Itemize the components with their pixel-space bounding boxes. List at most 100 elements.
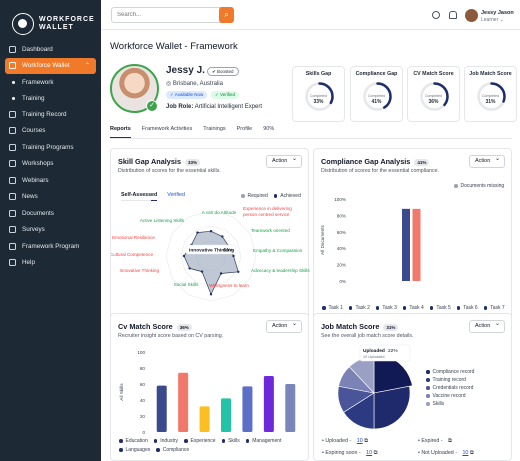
stat-expiring-value[interactable]: 10 — [366, 450, 373, 456]
sidebar-item[interactable]: Courses — [0, 123, 101, 140]
legend-dot — [245, 439, 250, 443]
tab-item[interactable]: Profile — [236, 126, 253, 132]
sidebar-item[interactable]: Webinars — [0, 172, 101, 189]
bell-icon[interactable] — [449, 11, 457, 19]
radar-label: Experience in delivering — [243, 206, 292, 211]
radar-grid — [165, 210, 257, 302]
app-logo[interactable]: WORKFORCE WALLET — [0, 0, 101, 38]
legend-dot — [156, 448, 160, 452]
sidebar-subitem[interactable]: Training — [0, 90, 101, 106]
cv-bar — [263, 376, 274, 432]
sidebar-subitem[interactable]: Framework — [0, 74, 101, 90]
legend-dot — [375, 306, 380, 310]
legend-dot — [221, 439, 226, 443]
pie-tooltip-bg — [359, 344, 411, 362]
task-label: Task 3 — [382, 305, 397, 311]
job-legend-label: Skills — [432, 401, 445, 407]
sidebar-item[interactable]: Training Record — [0, 106, 101, 123]
copy-icon[interactable]: ⧉ — [448, 438, 452, 444]
y-tick-label: 100% — [334, 197, 346, 202]
profile-location: ◎ Brisbane, Australia — [166, 81, 223, 87]
sidebar-item[interactable]: Help — [0, 255, 101, 272]
task-legend-item: Task 1 — [322, 305, 343, 311]
skill-gap-action-button[interactable]: Action — [266, 154, 302, 168]
search-input[interactable] — [111, 7, 233, 23]
compliance-action-button[interactable]: Action — [469, 154, 505, 168]
legend-dot — [119, 448, 123, 452]
job-legend-label: Vaccine record — [432, 393, 466, 399]
y-tick-label: 20 — [140, 414, 146, 419]
radar-label: Teamwork oriented — [251, 228, 290, 233]
copy-icon[interactable]: ⧉ — [373, 450, 378, 456]
logo-line1: WORKFORCE — [39, 16, 95, 23]
mini-tab-divider — [121, 200, 151, 201]
sidebar-item[interactable]: Surveys — [0, 222, 101, 239]
job-legend-item: Skills — [426, 401, 506, 407]
tab-item[interactable]: Reports — [110, 126, 131, 138]
sidebar-item[interactable]: News — [0, 189, 101, 206]
user-role[interactable]: Learner ⌄ — [481, 17, 504, 23]
job-match-card: Job Match Score 31% See the overall job m… — [313, 313, 512, 461]
sidebar-item[interactable]: Dashboard — [0, 41, 101, 58]
job-match-desc: See the overall job match score details. — [321, 333, 414, 339]
settings-icon[interactable] — [432, 11, 440, 19]
radar-point — [200, 270, 204, 273]
sidebar-item[interactable]: Workshops — [0, 156, 101, 173]
radar-point — [237, 270, 240, 273]
copy-icon[interactable]: ⧉ — [469, 450, 474, 456]
score-card: Job Match Score Completed 31% — [464, 66, 517, 122]
sidebar-item[interactable]: Documents — [0, 205, 101, 222]
y-tick-label: 0% — [339, 279, 346, 284]
cv-match-title: Cv Match Score 36% — [118, 322, 192, 331]
radar-label: person centred service — [243, 212, 290, 217]
score-ring-fill — [305, 82, 334, 111]
skill-gap-legend: Required Achieved — [241, 193, 301, 199]
main-content: Workforce Wallet - Framework ✓ Jessy J. … — [101, 30, 520, 461]
search-button[interactable]: ⌕ — [219, 7, 234, 23]
available-badge: ✓ Available Now — [166, 91, 208, 99]
skill-gap-desc: Distribution of scores for the essential… — [118, 168, 221, 174]
sidebar-item[interactable]: Framework Program — [0, 238, 101, 255]
legend-dot — [426, 386, 430, 390]
stat-not-uploaded-value[interactable]: 10 — [462, 450, 469, 456]
skill-gap-pct: 33% — [185, 158, 201, 166]
score-card-label: Skills Gap — [305, 71, 332, 77]
job-match-legend: Compliance record Training record Credenti… — [426, 369, 506, 407]
skill-radar-chart: A can do Attitude Experience in deliverin… — [111, 206, 310, 302]
grid-icon — [9, 45, 16, 53]
score-card: Skills Gap Completed 33% — [292, 66, 345, 122]
location-pin-icon: ◎ — [166, 81, 172, 87]
pie-slice — [373, 385, 411, 430]
score-ring-fill — [477, 82, 506, 111]
cv-legend-label: Management — [252, 438, 282, 444]
stat-expiring: • Expiring soon - 10 ⧉ — [322, 450, 378, 456]
radar-label: Willingness to learn — [209, 283, 249, 288]
sidebar-item[interactable]: Workforce Wallet ⌃ — [5, 57, 96, 74]
task-legend-item: Task 5 — [429, 305, 451, 311]
job-legend-item: Credentials record — [426, 385, 506, 391]
copy-icon[interactable]: ⧉ — [364, 438, 368, 444]
cv-legend-item: Experience — [184, 438, 216, 444]
program-icon — [9, 143, 16, 151]
tab-verified[interactable]: Verified — [167, 192, 185, 198]
legend-dot — [322, 306, 326, 310]
stat-uploaded-value[interactable]: 10 — [356, 438, 363, 444]
compliance-bar — [412, 208, 421, 281]
score-card-sub: Completed — [368, 94, 385, 98]
cv-match-action-button[interactable]: Action — [266, 319, 302, 333]
cv-legend-item: Management — [245, 438, 282, 444]
y-tick-label: 40 — [140, 398, 146, 403]
sidebar-item[interactable]: Training Programs — [0, 139, 101, 156]
radar-label: A can do Attitude — [202, 210, 237, 215]
legend-achieved: Achieved — [273, 193, 301, 199]
job-match-action-button[interactable]: Action — [469, 319, 505, 333]
sidebar-item-label: Workforce Wallet — [22, 62, 70, 70]
score-card-label: CV Match Score — [413, 71, 454, 77]
y-tick-label: 80% — [337, 213, 346, 218]
tab-item[interactable]: Framework Activities — [141, 126, 193, 132]
legend-dot — [426, 394, 430, 398]
user-avatar[interactable] — [465, 9, 478, 22]
tab-item[interactable]: Trainings — [203, 126, 226, 132]
tab-item[interactable]: 90% — [263, 126, 275, 132]
radar-label: Social Skills — [174, 282, 199, 287]
